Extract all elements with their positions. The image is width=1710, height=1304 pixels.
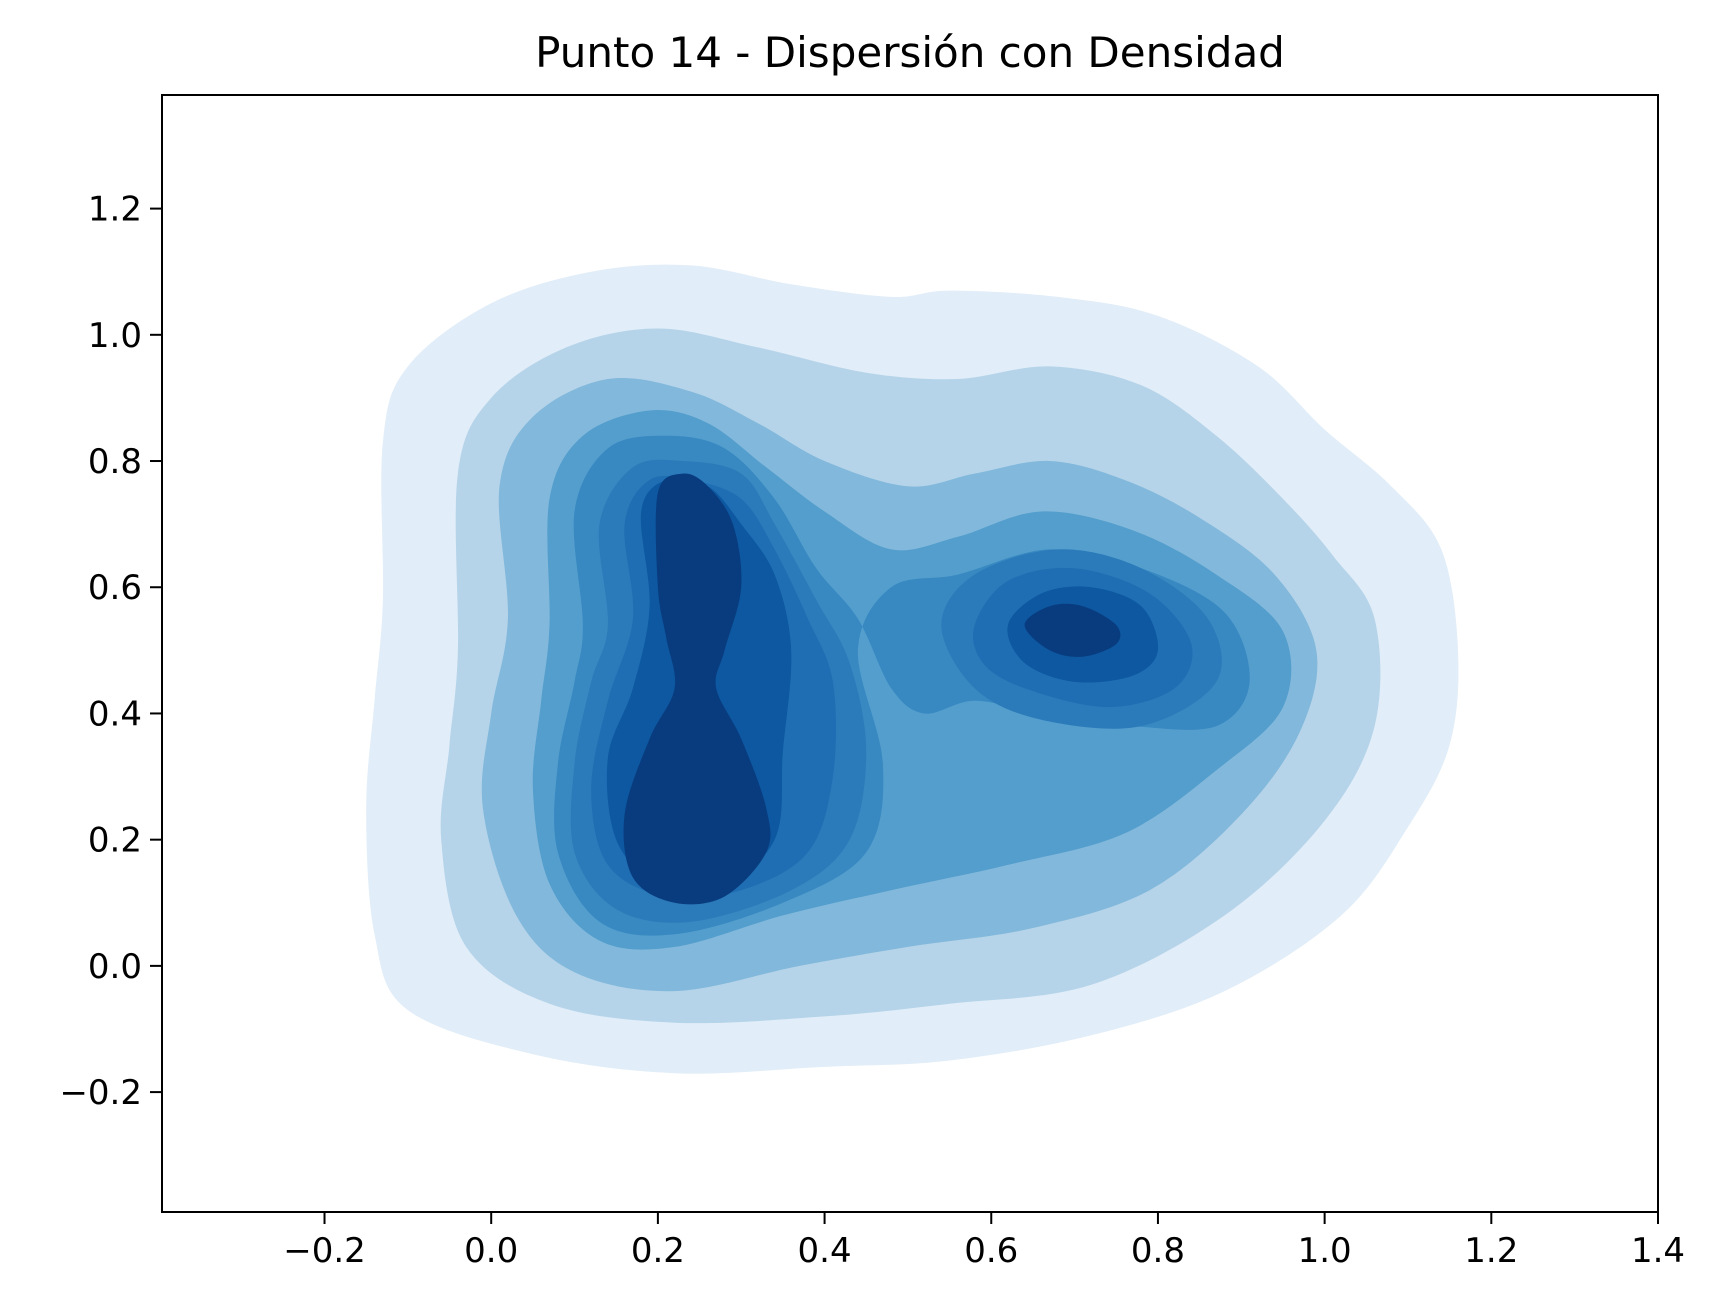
plot-frame	[161, 94, 1659, 1213]
y-tick-label: 0.4	[88, 694, 142, 734]
x-tick-label: 1.4	[1631, 1231, 1685, 1271]
x-tick-label: 0.0	[464, 1231, 518, 1271]
y-tick-label: 1.2	[88, 190, 142, 230]
y-tick-label: 0.0	[88, 947, 142, 987]
x-tick-label: 0.6	[964, 1231, 1018, 1271]
y-tick-label: 0.2	[88, 821, 142, 861]
x-tick-label: 0.8	[1131, 1231, 1185, 1271]
x-tick-label: 0.4	[798, 1231, 852, 1271]
y-tick-label: 0.8	[88, 442, 142, 482]
density-contours	[366, 264, 1459, 1074]
density-contour-level-9	[1024, 603, 1121, 657]
x-tick-label: 0.2	[631, 1231, 685, 1271]
x-tick-label: −0.2	[283, 1231, 366, 1271]
y-axis-ticks: −0.2 0.0 0.2 0.4 0.6 0.8 1.0 1.2	[59, 190, 162, 1113]
density-contour-level-9	[623, 473, 771, 905]
x-tick-label: 1.0	[1298, 1231, 1352, 1271]
x-axis-ticks: −0.2 0.0 0.2 0.4 0.6 0.8 1.0 1.2 1.4	[283, 1212, 1685, 1271]
chart-title: Punto 14 - Dispersión con Densidad	[535, 28, 1285, 77]
x-tick-label: 1.2	[1464, 1231, 1518, 1271]
y-tick-label: 1.0	[88, 316, 142, 356]
y-tick-label: −0.2	[59, 1073, 142, 1113]
y-tick-label: 0.6	[88, 568, 142, 608]
